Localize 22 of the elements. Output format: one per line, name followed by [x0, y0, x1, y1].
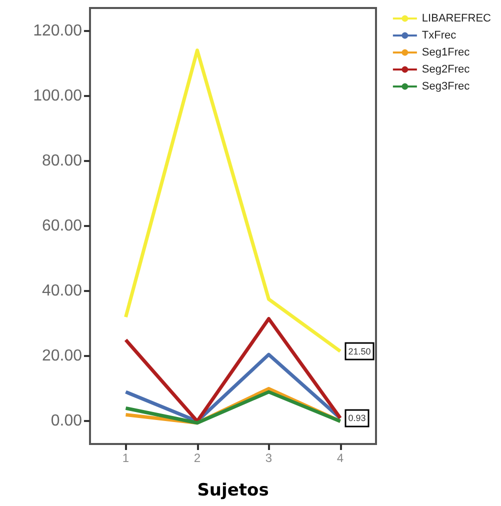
legend-label: TxFrec [422, 30, 457, 42]
y-tick-label: 60.00 [42, 218, 82, 234]
line-series [124, 48, 342, 354]
data-label: 21.50 [348, 346, 371, 356]
line-series [124, 352, 342, 423]
y-tick-label: 0.00 [50, 412, 82, 430]
y-tick-label: 40.00 [42, 282, 82, 300]
x-axis-title: Sujetos [197, 480, 269, 500]
y-tick-label: 80.00 [42, 152, 82, 170]
y-tick-label: 120.00 [33, 22, 82, 40]
y-tick-label: 20.00 [42, 348, 82, 365]
x-tick-label: 3 [265, 451, 272, 465]
legend-label: Seg2Frec [422, 64, 470, 76]
legend-label: LIBAREFREC [422, 12, 492, 24]
y-tick-label: 100.00 [33, 87, 82, 104]
legend-label: Seg1Frec [422, 46, 470, 58]
x-tick-label: 4 [336, 451, 344, 465]
data-label: 0.93 [348, 413, 366, 424]
line-series [124, 316, 342, 423]
x-tick-label: 2 [194, 451, 201, 465]
legend-label: Seg3Frec [422, 80, 470, 92]
x-tick-label: 1 [122, 451, 130, 465]
